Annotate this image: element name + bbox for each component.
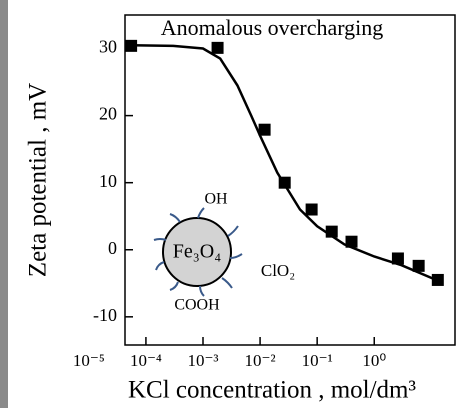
y-axis-label: Zeta potential , mV	[25, 83, 52, 277]
x-tick-label: 10⁻⁵	[73, 351, 105, 370]
data-point	[391, 252, 404, 265]
plot-frame	[124, 14, 456, 346]
x-tick-label: 10⁻³	[187, 351, 218, 370]
data-point	[258, 123, 271, 136]
data-point	[305, 203, 318, 216]
left-strip	[0, 0, 8, 408]
y-tick-label: 20	[99, 104, 117, 124]
x-tick-label: 10⁻²	[245, 351, 276, 370]
inset: OH Fe₃O₄ ClO₂ COOH	[153, 191, 295, 314]
data-point	[412, 259, 425, 272]
chart-title: Anomalous overcharging	[161, 15, 384, 40]
annotation: ClO₂	[261, 261, 295, 280]
annotation: Fe₃O₄	[173, 241, 221, 263]
y-tick-label: 10	[99, 171, 117, 191]
x-tick-label: 10⁻¹	[302, 351, 333, 370]
y-tick-label: 30	[99, 37, 117, 57]
y-tick-label: -10	[93, 305, 117, 325]
x-axis-label: KCl concentration , mol/dm³	[128, 377, 417, 404]
annotation: OH	[204, 191, 228, 208]
ligands	[153, 207, 243, 297]
data-point	[345, 235, 358, 248]
data-point	[211, 41, 224, 54]
x-tick-label: 10⁰	[362, 351, 386, 370]
particle	[162, 217, 232, 287]
x-tick-label: 10⁻⁴	[130, 351, 162, 370]
y-tick-label: 0	[108, 238, 117, 258]
fit-curve	[131, 43, 439, 282]
annotation: COOH	[174, 297, 220, 314]
